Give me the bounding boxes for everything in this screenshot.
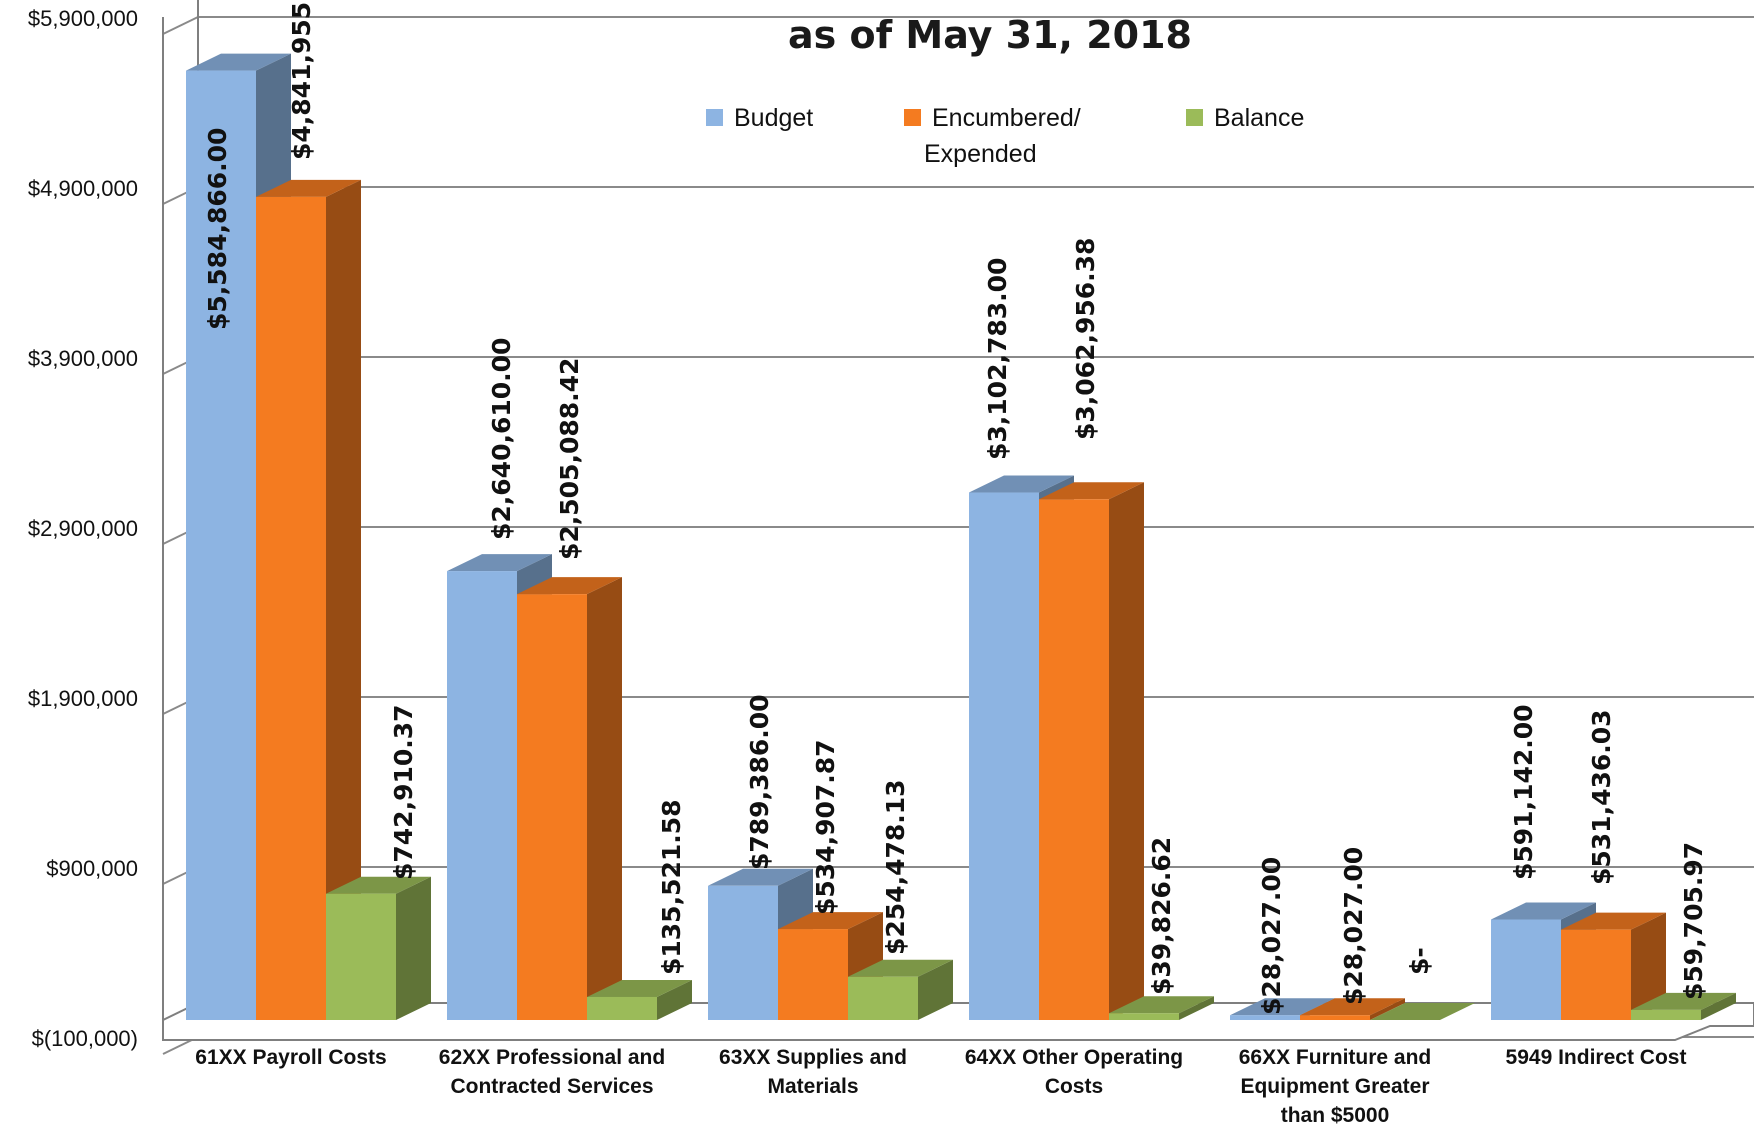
legend-swatch xyxy=(904,109,921,126)
bar-encumbered-expended-1 xyxy=(256,179,361,1020)
legend-label: Encumbered/Expended xyxy=(924,104,1081,168)
bars xyxy=(186,53,1736,1021)
category-label: 61XX Payroll Costs xyxy=(195,1046,386,1069)
bar-balance-2 xyxy=(587,979,692,1020)
category-label: 64XX Other Operating Costs xyxy=(965,1046,1183,1098)
legend-item: Budget xyxy=(706,104,813,132)
legend-swatch xyxy=(1186,109,1203,126)
bar-encumbered-expended-4 xyxy=(1039,482,1144,1020)
y-tick-label: $900,000 xyxy=(46,856,138,881)
data-label: $591,142.00 xyxy=(1509,704,1538,880)
y-tick-label: $(100,000) xyxy=(32,1026,138,1051)
data-label: $39,826.62 xyxy=(1147,837,1176,995)
legend-item: Balance xyxy=(1186,104,1304,132)
data-label: $2,640,610.00 xyxy=(487,338,516,540)
data-label: $789,386.00 xyxy=(745,694,774,870)
bar-balance-5 xyxy=(1370,1003,1475,1020)
legend-item: Encumbered/Expended xyxy=(904,104,1081,168)
bar-balance-3 xyxy=(848,959,953,1020)
bar-balance-6 xyxy=(1631,992,1736,1020)
gridline-depth xyxy=(162,16,199,35)
data-label: $3,062,956.38 xyxy=(1071,238,1100,440)
y-tick-label: $4,900,000 xyxy=(28,176,138,201)
legend-swatch xyxy=(706,109,723,126)
category-label: 66XX Furniture and Equipment Greater than … xyxy=(1239,1046,1432,1127)
data-label: $531,436.03 xyxy=(1587,709,1616,885)
category-label: 5949 Indirect Cost xyxy=(1506,1046,1687,1069)
bar-balance-1 xyxy=(326,876,431,1020)
data-label: $28,027.00 xyxy=(1257,857,1286,1015)
data-labels: $5,584,866.00 $2,640,610.00 $789,386.00 $3,… xyxy=(203,0,1708,1015)
data-label: $59,705.97 xyxy=(1679,842,1708,1000)
data-label: $- xyxy=(1405,947,1434,975)
y-tick-label: $1,900,000 xyxy=(28,686,138,711)
data-label: $135,521.58 xyxy=(657,799,686,975)
y-tick-label: $3,900,000 xyxy=(28,346,138,371)
bar-encumbered-expended-5 xyxy=(1300,998,1405,1020)
category-label: 63XX Supplies and Materials xyxy=(719,1046,907,1098)
bar-balance-4 xyxy=(1109,996,1214,1020)
data-label: $254,478.13 xyxy=(881,779,910,955)
data-label: $742,910.37 xyxy=(389,704,418,880)
y-tick-label: $5,900,000 xyxy=(28,6,138,31)
data-label: $2,505,088.42 xyxy=(555,358,584,560)
data-label: $3,102,783.00 xyxy=(983,258,1012,460)
bar-encumbered-expended-2 xyxy=(517,577,622,1020)
legend: Budget Encumbered/Expended Balance xyxy=(706,104,1304,168)
chart-title: as of May 31, 2018 xyxy=(788,13,1192,57)
data-label: $28,027.00 xyxy=(1339,847,1368,1005)
data-label: $5,584,866.00 xyxy=(203,128,232,330)
legend-label: Balance xyxy=(1214,104,1304,132)
category-label: 62XX Professional and Contracted Services xyxy=(439,1046,665,1098)
y-tick-label: $2,900,000 xyxy=(28,516,138,541)
legend-label: Budget xyxy=(734,104,813,132)
data-label: $534,907.87 xyxy=(811,739,840,915)
bar-encumbered-expended-6 xyxy=(1561,912,1666,1020)
category-labels: 61XX Payroll Costs 62XX Professional and C… xyxy=(195,1046,1686,1127)
data-label: $4,841,955. xyxy=(287,0,316,160)
